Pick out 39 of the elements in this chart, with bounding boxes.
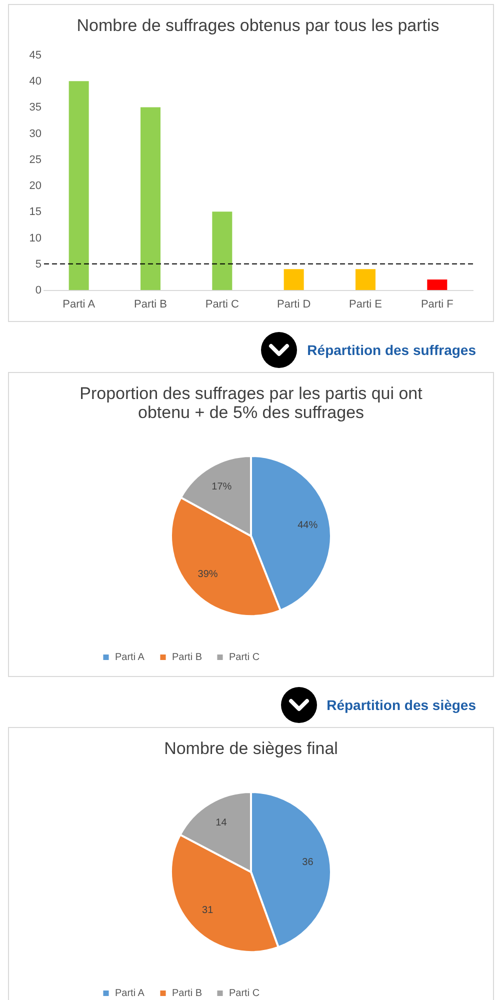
bar: [140, 107, 160, 290]
y-tick-label: 45: [29, 50, 42, 62]
legend-label: Parti C: [229, 988, 260, 1000]
x-tick-label: Parti E: [348, 298, 382, 310]
text: Répartition des sièges: [326, 697, 476, 713]
data-label: 36: [302, 857, 314, 868]
bar: [427, 280, 448, 290]
legend-label: Parti A: [115, 652, 145, 664]
legend-label: Parti A: [115, 988, 145, 1000]
y-tick-label: 40: [29, 76, 42, 88]
data-label: 14: [216, 818, 228, 829]
x-tick-label: Parti D: [277, 298, 311, 310]
y-tick-label: 0: [35, 284, 42, 296]
y-tick-label: 35: [29, 102, 42, 114]
bar: [68, 81, 89, 290]
y-tick-label: 30: [29, 128, 42, 140]
y-tick-label: 25: [29, 154, 42, 166]
y-tick-label: 20: [29, 180, 42, 192]
chart-title: Nombre de suffrages obtenus par tous les partis: [76, 16, 440, 35]
x-tick-label: Parti C: [205, 298, 240, 310]
chart-title: Proportion des suffrages par les partis qui ont obtenu + de 5% des suffrages: [80, 384, 423, 422]
legend-label: Parti B: [172, 988, 202, 1000]
chart-title: Nombre de sièges final: [164, 739, 338, 758]
x-tick-label: Parti F: [420, 298, 454, 310]
data-label: 31: [202, 904, 214, 916]
x-tick-label: Parti B: [134, 298, 168, 310]
data-label: 39%: [198, 569, 218, 580]
x-tick-label: Parti A: [62, 298, 96, 310]
y-tick-label: 10: [29, 232, 42, 244]
y-tick-label: 5: [35, 258, 42, 270]
bar: [356, 269, 376, 290]
text: Répartition des suffrages: [307, 342, 476, 358]
data-label: 44%: [298, 520, 318, 532]
legend-label: Parti C: [229, 652, 260, 664]
bar: [284, 269, 304, 290]
y-tick-label: 15: [29, 206, 42, 218]
bar: [212, 212, 232, 290]
data-label: 17%: [212, 481, 232, 492]
legend-label: Parti B: [172, 652, 202, 664]
